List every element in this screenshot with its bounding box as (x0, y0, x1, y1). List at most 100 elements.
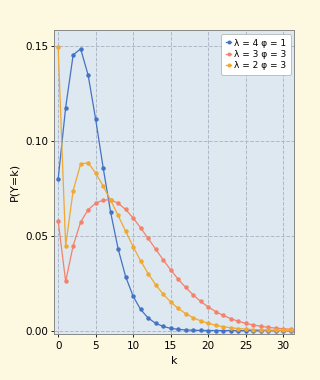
λ = 2 φ = 3 (251, 327, 255, 332)
λ = 4 φ = 1 (86, 73, 90, 78)
λ = 3 φ = 3 (199, 299, 203, 304)
λ = 2 φ = 3 (244, 327, 248, 331)
λ = 3 φ = 3 (116, 201, 120, 206)
λ = 2 φ = 3 (101, 184, 105, 188)
λ = 2 φ = 3 (94, 171, 98, 175)
λ = 2 φ = 3 (281, 328, 285, 332)
λ = 4 φ = 1 (176, 327, 180, 332)
λ = 4 φ = 1 (79, 46, 83, 51)
λ = 3 φ = 3 (266, 325, 270, 329)
λ = 2 φ = 3 (266, 328, 270, 332)
λ = 3 φ = 3 (124, 207, 128, 212)
λ = 4 φ = 1 (154, 321, 157, 326)
λ = 2 φ = 3 (206, 321, 210, 326)
λ = 4 φ = 1 (214, 328, 218, 333)
λ = 2 φ = 3 (184, 311, 188, 316)
λ = 4 φ = 1 (139, 307, 143, 312)
λ = 2 φ = 3 (86, 160, 90, 165)
λ = 3 φ = 3 (146, 236, 150, 241)
λ = 4 φ = 1 (244, 328, 248, 333)
λ = 2 φ = 3 (161, 292, 165, 296)
λ = 3 φ = 3 (56, 218, 60, 223)
λ = 4 φ = 1 (184, 328, 188, 332)
λ = 3 φ = 3 (109, 198, 113, 202)
λ = 4 φ = 1 (56, 177, 60, 181)
λ = 3 φ = 3 (251, 323, 255, 327)
λ = 4 φ = 1 (116, 247, 120, 251)
λ = 2 φ = 3 (79, 162, 83, 166)
λ = 3 φ = 3 (221, 313, 225, 318)
Y-axis label: P(Y=k): P(Y=k) (10, 163, 20, 201)
λ = 3 φ = 3 (131, 216, 135, 220)
λ = 4 φ = 1 (281, 328, 285, 333)
λ = 3 φ = 3 (94, 201, 98, 206)
λ = 4 φ = 1 (251, 328, 255, 333)
λ = 3 φ = 3 (214, 309, 218, 314)
λ = 2 φ = 3 (229, 326, 233, 330)
λ = 3 φ = 3 (229, 316, 233, 321)
λ = 2 φ = 3 (221, 325, 225, 329)
X-axis label: k: k (171, 356, 178, 366)
λ = 2 φ = 3 (116, 213, 120, 218)
λ = 4 φ = 1 (131, 294, 135, 299)
λ = 3 φ = 3 (184, 285, 188, 290)
λ = 2 φ = 3 (191, 315, 195, 320)
λ = 3 φ = 3 (154, 247, 157, 252)
λ = 4 φ = 1 (191, 328, 195, 332)
λ = 4 φ = 1 (229, 328, 233, 333)
λ = 4 φ = 1 (124, 274, 128, 279)
λ = 2 φ = 3 (169, 300, 172, 304)
λ = 4 φ = 1 (161, 324, 165, 329)
λ = 2 φ = 3 (236, 326, 240, 331)
λ = 4 φ = 1 (259, 328, 263, 333)
Line: λ = 2 φ = 3: λ = 2 φ = 3 (56, 44, 293, 332)
λ = 2 φ = 3 (71, 188, 75, 193)
λ = 2 φ = 3 (64, 244, 68, 248)
λ = 4 φ = 1 (169, 326, 172, 331)
λ = 2 φ = 3 (131, 244, 135, 249)
λ = 3 φ = 3 (244, 321, 248, 326)
λ = 2 φ = 3 (154, 282, 157, 287)
λ = 3 φ = 3 (64, 279, 68, 283)
λ = 4 φ = 1 (101, 165, 105, 170)
λ = 3 φ = 3 (176, 277, 180, 281)
λ = 3 φ = 3 (289, 327, 292, 331)
λ = 3 φ = 3 (259, 324, 263, 329)
λ = 4 φ = 1 (94, 117, 98, 122)
λ = 4 φ = 1 (274, 328, 277, 333)
λ = 3 φ = 3 (71, 244, 75, 248)
λ = 3 φ = 3 (79, 220, 83, 224)
λ = 3 φ = 3 (101, 198, 105, 202)
λ = 4 φ = 1 (109, 210, 113, 215)
λ = 3 φ = 3 (236, 319, 240, 323)
λ = 2 φ = 3 (109, 198, 113, 203)
λ = 3 φ = 3 (161, 258, 165, 262)
λ = 2 φ = 3 (124, 229, 128, 234)
λ = 2 φ = 3 (176, 306, 180, 311)
λ = 2 φ = 3 (56, 44, 60, 49)
Legend: λ = 4 φ = 1, λ = 3 φ = 3, λ = 2 φ = 3: λ = 4 φ = 1, λ = 3 φ = 3, λ = 2 φ = 3 (221, 34, 291, 74)
λ = 4 φ = 1 (206, 328, 210, 333)
λ = 4 φ = 1 (289, 328, 292, 333)
λ = 2 φ = 3 (214, 323, 218, 328)
λ = 3 φ = 3 (281, 326, 285, 331)
λ = 3 φ = 3 (274, 326, 277, 330)
λ = 2 φ = 3 (139, 259, 143, 263)
λ = 4 φ = 1 (71, 53, 75, 57)
λ = 4 φ = 1 (146, 316, 150, 320)
λ = 2 φ = 3 (274, 328, 277, 332)
λ = 2 φ = 3 (259, 328, 263, 332)
λ = 4 φ = 1 (236, 328, 240, 333)
λ = 3 φ = 3 (139, 225, 143, 230)
λ = 4 φ = 1 (266, 328, 270, 333)
λ = 2 φ = 3 (146, 271, 150, 276)
λ = 4 φ = 1 (199, 328, 203, 333)
Line: λ = 4 φ = 1: λ = 4 φ = 1 (56, 47, 293, 333)
λ = 2 φ = 3 (199, 318, 203, 323)
λ = 4 φ = 1 (64, 105, 68, 110)
λ = 3 φ = 3 (191, 293, 195, 297)
λ = 2 φ = 3 (289, 328, 292, 333)
λ = 3 φ = 3 (169, 268, 172, 272)
λ = 3 φ = 3 (86, 207, 90, 212)
λ = 3 φ = 3 (206, 305, 210, 309)
